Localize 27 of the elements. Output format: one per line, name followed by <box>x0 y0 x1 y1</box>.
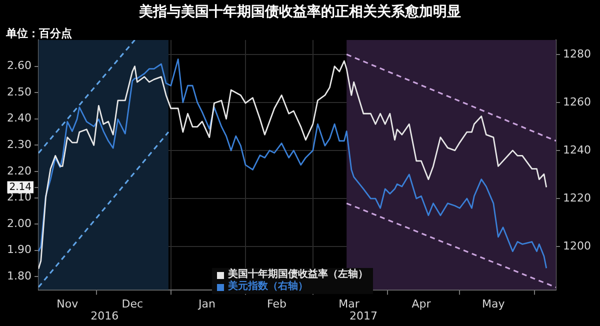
y-tick-label: 2.60 <box>6 59 32 72</box>
x-tick-label: Mar <box>338 297 360 310</box>
y2-tick-label: 1260 <box>563 95 592 108</box>
y-tick-label: 2.14 <box>9 182 32 193</box>
x-tick-label: Dec <box>122 297 144 310</box>
x-tick-label: May <box>482 297 506 310</box>
y-tick-label: 2.50 <box>6 85 32 98</box>
legend-label: 美元指数（右轴） <box>228 281 308 293</box>
y-tick-label: 2.00 <box>6 216 32 230</box>
y-axis-title: 单位：百分点 <box>6 26 72 41</box>
y-tick-label: 1.80 <box>6 270 32 283</box>
y2-tick-label: 1200 <box>563 239 592 252</box>
y2-tick-label: 1220 <box>563 191 592 204</box>
text: 2016 <box>90 310 119 323</box>
y2-tick-label: 1280 <box>563 47 592 60</box>
y-tick-label: 1.90 <box>6 243 32 256</box>
y2-tick-label: 1240 <box>563 143 592 156</box>
x-tick-label: Jan <box>198 297 216 310</box>
legend-label: 美国十年期国债收益率（左轴） <box>228 269 368 280</box>
x-tick-label: Feb <box>267 297 287 310</box>
text: 2017 <box>349 310 378 323</box>
chart-title: 美指与美国十年期国债收益率的正相关关系愈加明显 <box>138 2 462 22</box>
y-tick-label: 2.40 <box>6 112 32 125</box>
x-tick-label: Apr <box>412 297 432 310</box>
y-tick-label: 2.20 <box>6 164 32 178</box>
x-tick-label: Nov <box>56 297 79 310</box>
y-tick-label: 2.30 <box>6 138 32 152</box>
